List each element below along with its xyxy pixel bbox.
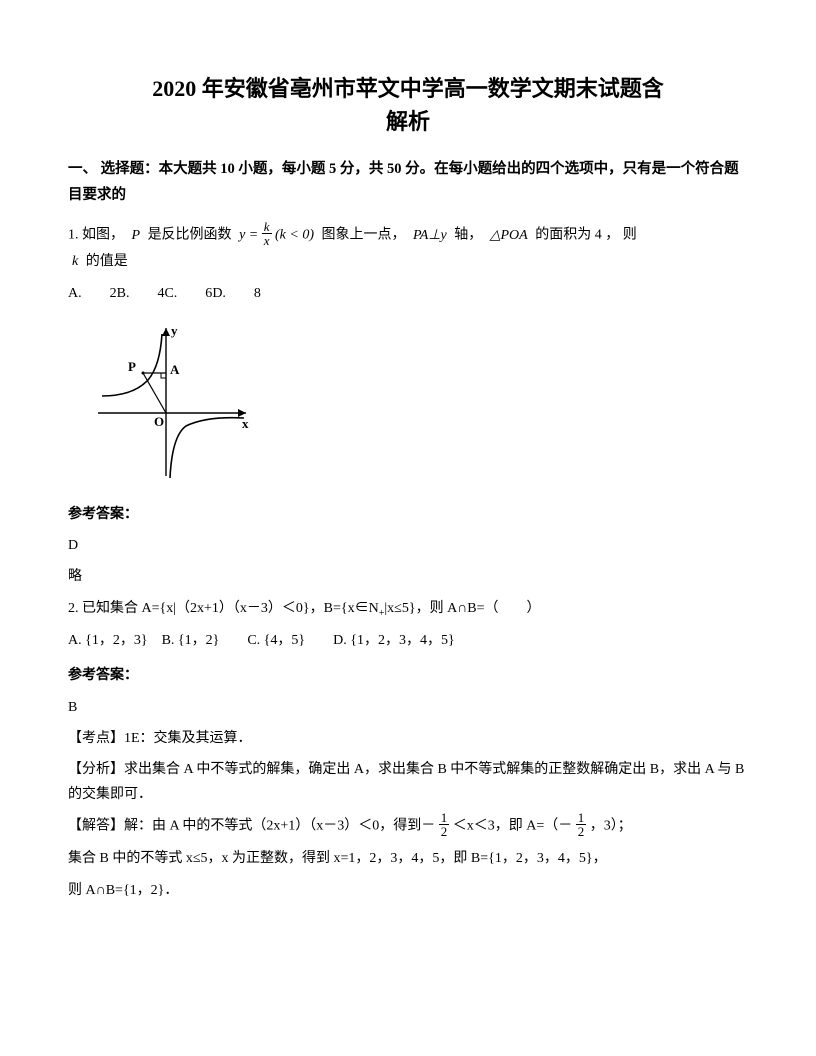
q2-frac2-num: 1: [576, 811, 587, 825]
q2-jieda-p1b: ＜x＜3，即 A=（－: [453, 819, 573, 834]
q2-jieda-2: 集合 B 中的不等式 x≤5，x 为正整数，得到 x=1，2，3，4，5，即 B…: [68, 846, 748, 871]
graph-label-O: O: [154, 414, 164, 429]
q1-answer-label: 参考答案：: [68, 502, 748, 527]
q1-formula-num: k: [262, 220, 272, 234]
q1-mid3: 轴，: [454, 228, 482, 243]
q1-answer: D: [68, 533, 748, 558]
q2-jieda-p1a: 【解答】解：由 A 中的不等式（2x+1）（x－3）＜0，得到－: [68, 819, 435, 834]
graph-label-x: x: [242, 416, 249, 431]
q2-frac2: 12: [576, 811, 587, 838]
q1-mid4: 的面积为 4 ， 则: [535, 228, 637, 243]
q2-answer-label: 参考答案：: [68, 663, 748, 688]
q1-pa-perp: PA⊥y: [409, 223, 451, 248]
q1-formula-den: x: [262, 234, 272, 247]
q2-frac1-num: 1: [439, 811, 450, 825]
q1-k: k: [68, 249, 82, 274]
q2-optC: C. {4，5}: [247, 633, 305, 648]
hyperbola-graph: y x O P A: [88, 318, 258, 483]
section-1-header: 一、 选择题：本大题共 10 小题，每小题 5 分，共 50 分。在每小题给出的…: [68, 156, 748, 208]
q2-jieda-3: 则 A∩B={1，2}．: [68, 878, 748, 903]
q1-tail: 的值是: [86, 254, 128, 269]
q1-P: P: [128, 223, 145, 248]
q1-graph: y x O P A: [88, 318, 748, 492]
q1-formula-y: y =: [239, 228, 262, 243]
q2-text2: |x≤5}，则 A∩B=（ ）: [384, 601, 540, 616]
q1-tri: △POA: [486, 223, 532, 248]
title-line1: 2020 年安徽省亳州市苹文中学高一数学文期末试题含: [152, 76, 664, 101]
q2-frac2-den: 2: [576, 825, 587, 838]
q2-optA: A. {1，2，3}: [68, 633, 148, 648]
q2-answer: B: [68, 695, 748, 720]
graph-label-P: P: [128, 359, 136, 374]
q1-optB: B. 4: [117, 286, 165, 301]
q1-prefix: 1. 如图，: [68, 228, 124, 243]
q2-optD: D. {1，2，3，4，5}: [333, 633, 455, 648]
page-title: 2020 年安徽省亳州市苹文中学高一数学文期末试题含 解析: [68, 72, 748, 138]
graph-label-A: A: [170, 362, 180, 377]
q2-text: 2. 已知集合 A={x|（2x+1）（x－3）＜0}，B={x∈N: [68, 601, 379, 616]
q1-formula-cond: (k < 0): [275, 228, 314, 243]
q2-fenxi: 【分析】求出集合 A 中不等式的解集，确定出 A，求出集合 B 中不等式解集的正…: [68, 757, 748, 807]
q2-frac1-den: 2: [439, 825, 450, 838]
q1-mid1: 是反比例函数: [148, 228, 236, 243]
q1-note: 略: [68, 564, 748, 589]
q1-optA: A. 2: [68, 286, 117, 301]
q2-jieda-p1c: ，3）；: [590, 819, 632, 834]
title-line2: 解析: [386, 109, 430, 134]
q2-options: A. {1，2，3} B. {1，2} C. {4，5} D. {1，2，3，4…: [68, 628, 748, 653]
q1-optD: D. 8: [212, 286, 261, 301]
question-2: 2. 已知集合 A={x|（2x+1）（x－3）＜0}，B={x∈N+|x≤5}…: [68, 596, 748, 623]
q1-mid2: 图象上一点，: [322, 228, 406, 243]
q2-optB: B. {1，2}: [162, 633, 220, 648]
graph-label-y: y: [171, 323, 178, 338]
q1-options: A. 2B. 4C. 6D. 8: [68, 281, 748, 306]
q2-jieda-1: 【解答】解：由 A 中的不等式（2x+1）（x－3）＜0，得到－ 12 ＜x＜3…: [68, 813, 748, 840]
q2-frac1: 12: [439, 811, 450, 838]
q1-optC: C. 6: [164, 286, 212, 301]
q1-formula: y = kx (k < 0): [235, 222, 318, 249]
question-1: 1. 如图， P 是反比例函数 y = kx (k < 0) 图象上一点， PA…: [68, 222, 748, 274]
q2-kaodian: 【考点】1E：交集及其运算．: [68, 726, 748, 751]
